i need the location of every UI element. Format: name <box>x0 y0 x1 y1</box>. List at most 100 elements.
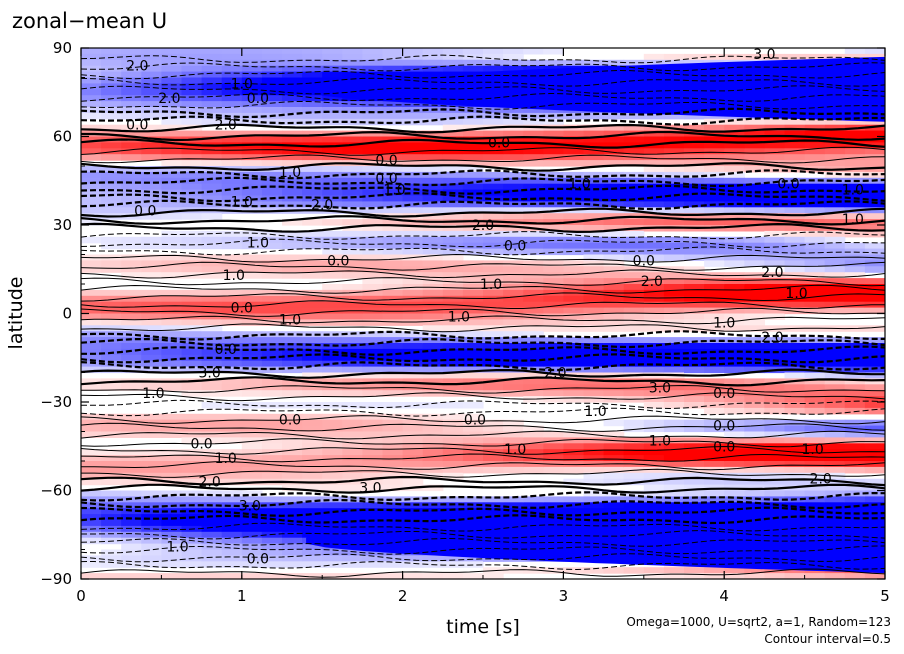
field-cell <box>744 260 765 267</box>
field-cell <box>201 549 223 556</box>
field-cell <box>201 360 223 368</box>
field-cell <box>422 461 444 468</box>
field-cell <box>302 101 323 108</box>
field-cell <box>442 195 464 202</box>
field-cell <box>362 573 384 579</box>
field-cell <box>663 166 685 173</box>
field-cell <box>684 242 705 250</box>
field-cell <box>342 148 363 155</box>
field-cell <box>322 337 343 344</box>
field-cell <box>704 130 725 138</box>
field-cell <box>422 195 444 202</box>
field-cell <box>503 360 524 368</box>
field-cell <box>342 189 363 197</box>
field-cell <box>744 142 765 149</box>
field-cell <box>201 378 223 385</box>
contour-label: 0.0 <box>488 135 510 151</box>
contour-label: 1.0 <box>649 433 671 449</box>
field-cell <box>623 490 645 497</box>
field-cell <box>302 413 323 421</box>
contour-line <box>81 123 885 134</box>
field-cell <box>322 573 343 579</box>
field-cell <box>302 230 323 238</box>
field-cell <box>81 466 102 474</box>
field-cell <box>523 289 544 297</box>
field-cell <box>362 101 384 108</box>
field-cell <box>583 266 605 273</box>
field-cell <box>724 207 745 214</box>
field-cell <box>824 260 846 267</box>
field-cell <box>282 537 303 545</box>
field-cell <box>603 154 625 161</box>
field-cell <box>322 177 343 185</box>
field-cell <box>181 289 203 297</box>
contour-label: 0.0 <box>231 301 253 317</box>
field-cell <box>282 508 303 515</box>
field-cell <box>201 242 223 250</box>
field-cell <box>282 53 303 61</box>
field-cell <box>623 189 645 197</box>
field-cell <box>322 53 343 61</box>
field-cell <box>603 260 625 267</box>
field-cell <box>101 183 122 191</box>
field-cell <box>322 461 343 468</box>
field-cell <box>684 166 705 173</box>
field-cell <box>663 366 685 374</box>
field-cell <box>322 484 343 492</box>
field-cell <box>724 278 745 285</box>
field-cell <box>402 508 424 515</box>
field-cell <box>382 160 404 167</box>
field-cell <box>543 496 564 503</box>
field-cell <box>583 189 605 197</box>
field-cell <box>382 449 404 456</box>
field-cell <box>181 449 203 456</box>
field-cell <box>322 266 343 273</box>
field-cell <box>804 219 826 226</box>
field-cell <box>141 354 162 362</box>
contour-line <box>81 445 885 455</box>
field-cell <box>261 307 283 315</box>
field-cell <box>804 478 826 486</box>
field-cell <box>744 189 765 197</box>
field-cell <box>161 573 183 579</box>
field-cell <box>282 425 303 433</box>
contour-line <box>81 246 885 256</box>
field-cell <box>623 284 645 291</box>
field-cell <box>141 461 162 468</box>
field-cell <box>684 254 705 261</box>
field-cell <box>523 514 544 521</box>
field-cell <box>282 177 303 185</box>
field-cell <box>684 319 705 326</box>
field-cell <box>543 337 564 344</box>
field-cell <box>483 466 504 474</box>
field-cell <box>724 242 745 250</box>
field-cell <box>643 508 665 515</box>
x-tick-label: 4 <box>719 587 729 605</box>
field-cell <box>422 496 444 503</box>
field-cell <box>302 425 323 433</box>
contour-label: 3.0 <box>199 366 221 382</box>
field-cell <box>684 343 705 350</box>
field-cell <box>462 260 484 267</box>
contour-label: 0.0 <box>633 253 655 269</box>
field-cell <box>241 95 263 102</box>
field-cell <box>744 53 765 61</box>
field-cell <box>81 112 102 120</box>
field-cell <box>181 384 203 391</box>
field-cell <box>121 354 142 362</box>
field-cell <box>523 502 544 509</box>
field-cell <box>483 248 504 256</box>
field-cell <box>121 531 142 539</box>
field-cell <box>422 130 444 138</box>
field-cell <box>261 171 283 179</box>
field-cell <box>764 466 786 474</box>
field-cell <box>784 360 806 368</box>
field-cell <box>362 466 384 474</box>
field-cell <box>603 337 625 344</box>
contour-label: 0.0 <box>126 118 148 134</box>
field-cell <box>462 130 484 138</box>
field-cell <box>704 236 725 244</box>
field-cell <box>81 531 102 539</box>
field-cell <box>784 301 806 309</box>
field-cell <box>81 236 102 244</box>
